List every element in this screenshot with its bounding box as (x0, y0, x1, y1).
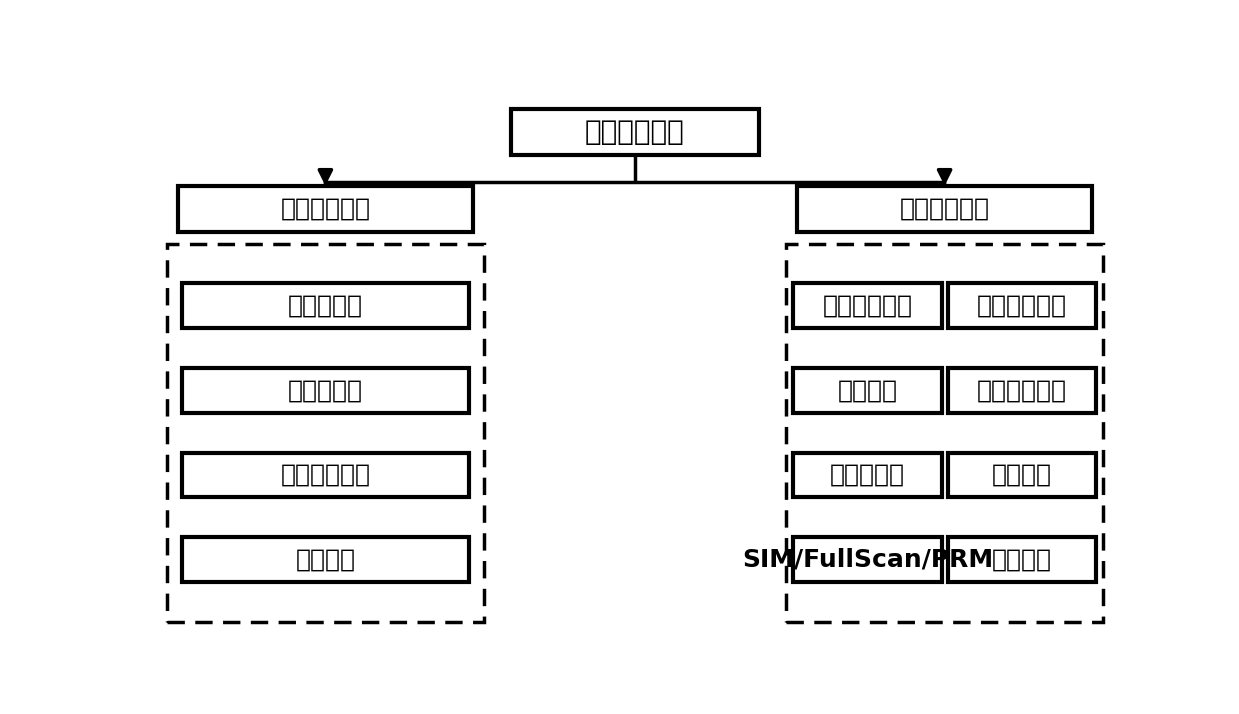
Bar (793, 368, 942, 413)
Text: 离子注入时间: 离子注入时间 (976, 378, 1067, 402)
Bar (948, 368, 1095, 413)
Bar (793, 453, 942, 497)
Bar (510, 109, 760, 155)
Bar (166, 243, 484, 622)
Bar (182, 368, 468, 413)
Text: 自动增益控制: 自动增益控制 (976, 293, 1067, 318)
Text: 毛细管温度: 毛细管温度 (830, 463, 904, 487)
Text: 流动相缓冲盐: 流动相缓冲盐 (280, 463, 370, 487)
Text: 质谱条件优化: 质谱条件优化 (900, 197, 990, 221)
Bar (178, 186, 472, 232)
Bar (182, 283, 468, 328)
Text: 正相色谱柱: 正相色谱柱 (287, 378, 363, 402)
Text: 循环次数: 循环次数 (991, 463, 1052, 487)
Bar (948, 537, 1095, 582)
Text: 仪器方法开发: 仪器方法开发 (585, 118, 685, 146)
Text: 鞘气、辅助气: 鞘气、辅助气 (823, 293, 912, 318)
Bar (798, 186, 1092, 232)
Text: 碰撞能量: 碰撞能量 (991, 548, 1052, 571)
Bar (948, 453, 1095, 497)
Bar (793, 537, 942, 582)
Text: 喷雾电压: 喷雾电压 (838, 378, 897, 402)
Text: 反相色谱柱: 反相色谱柱 (287, 293, 363, 318)
Text: 液相条件优化: 液相条件优化 (280, 197, 370, 221)
Text: 添加浓度: 添加浓度 (295, 548, 356, 571)
Bar (182, 537, 468, 582)
Bar (786, 243, 1104, 622)
Bar (182, 453, 468, 497)
Bar (948, 283, 1095, 328)
Text: SIM/FullScan/PRM: SIM/FullScan/PRM (742, 548, 992, 571)
Bar (793, 283, 942, 328)
